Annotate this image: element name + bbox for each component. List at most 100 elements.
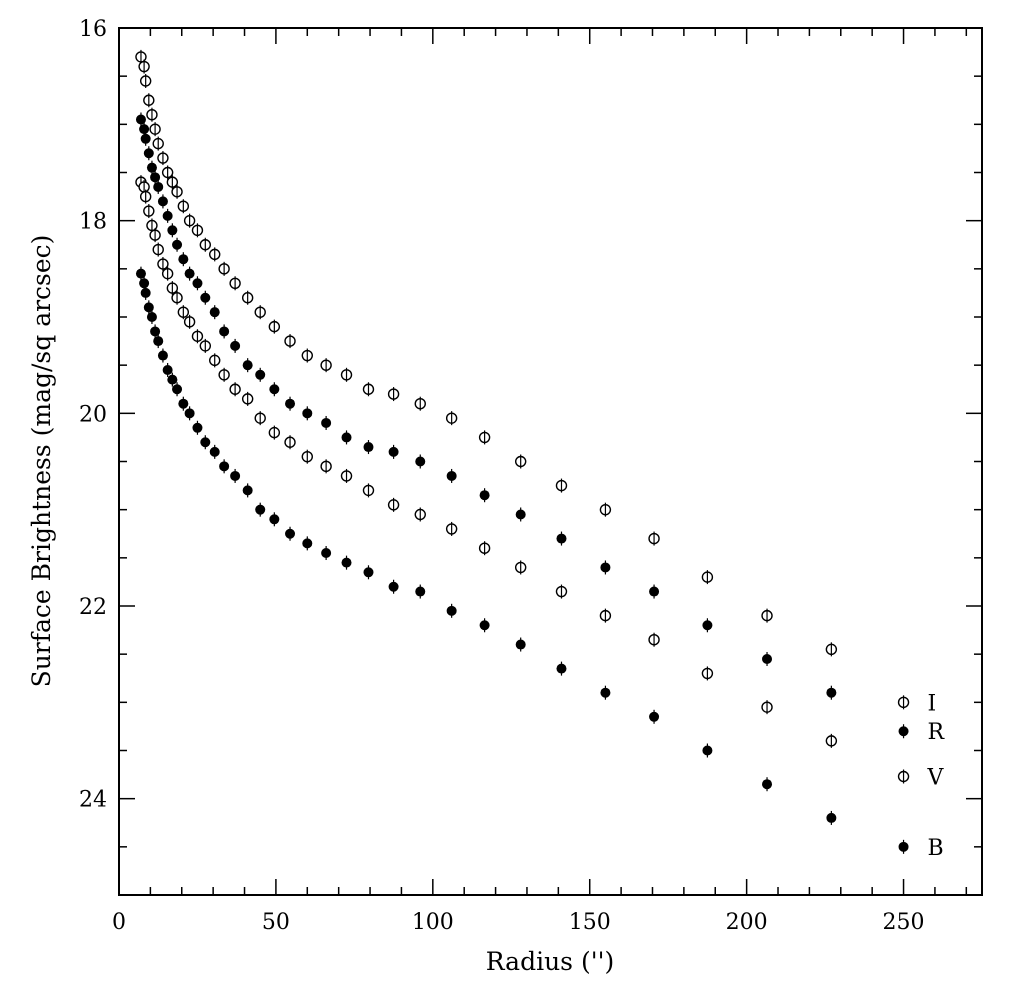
point-v (209, 353, 221, 368)
point-r (649, 584, 660, 599)
point-i (241, 290, 254, 305)
point-r (269, 382, 280, 397)
legend-item-r: R (898, 720, 946, 745)
point-v (362, 483, 375, 498)
point-r (702, 618, 713, 633)
point-b (702, 743, 713, 758)
point-i (146, 107, 158, 122)
point-i (599, 502, 612, 517)
point-r (388, 444, 399, 459)
point-v (166, 281, 179, 296)
point-r (172, 237, 183, 252)
point-i (157, 151, 169, 166)
point-r (341, 430, 352, 445)
point-r (242, 358, 253, 373)
point-i (229, 276, 241, 291)
point-r (157, 194, 168, 209)
point-i (362, 382, 375, 397)
legend-marker-r (898, 724, 909, 739)
point-b (162, 362, 173, 377)
point-b (143, 300, 154, 315)
legend-label-b: B (928, 836, 944, 861)
point-v (301, 449, 313, 464)
legend-item-i: I (897, 691, 936, 716)
point-i (387, 387, 400, 402)
point-r (153, 179, 164, 194)
point-v (514, 560, 527, 575)
point-i (152, 136, 164, 151)
point-i (183, 213, 196, 228)
point-i (191, 223, 204, 238)
point-r (143, 146, 154, 161)
point-b (556, 661, 567, 676)
x-tick-label: 0 (112, 910, 126, 935)
point-b (184, 406, 195, 421)
point-b (446, 603, 457, 618)
y-axis-label: Surface Brightness (mag/sq arcsec) (27, 235, 56, 688)
point-r (302, 406, 313, 421)
point-b (140, 285, 151, 300)
point-r (192, 276, 203, 291)
point-r (167, 223, 178, 238)
point-b (230, 468, 241, 483)
point-v (241, 391, 254, 406)
point-b (649, 709, 660, 724)
point-b (285, 526, 296, 541)
point-b (192, 420, 203, 435)
point-b (242, 483, 253, 498)
point-i (414, 396, 426, 411)
point-v (152, 242, 164, 257)
point-b (479, 618, 490, 633)
point-v (229, 382, 241, 397)
point-i (138, 59, 150, 74)
point-b (139, 276, 150, 291)
point-i (199, 237, 212, 252)
y-tick-label: 20 (79, 402, 107, 427)
legend: IRV B (897, 691, 946, 861)
plot-frame (118, 27, 983, 896)
legend-marker-b (898, 839, 909, 854)
point-v (218, 367, 230, 382)
legend-label-v: V (927, 766, 945, 791)
point-b (209, 444, 220, 459)
point-v (340, 468, 353, 483)
point-i (139, 73, 152, 88)
point-i (135, 49, 147, 64)
point-i (825, 642, 838, 657)
point-r (184, 266, 195, 281)
data-points (135, 49, 838, 825)
point-i (209, 247, 221, 262)
y-tick-label: 16 (79, 17, 107, 42)
point-i (149, 122, 161, 137)
point-v (157, 257, 169, 272)
series-b (135, 266, 837, 825)
point-r (139, 122, 150, 137)
point-r (178, 252, 189, 267)
point-i (340, 367, 353, 382)
point-i (284, 334, 296, 349)
point-b (219, 459, 230, 474)
point-i (761, 608, 773, 623)
point-b (600, 685, 611, 700)
point-r (200, 290, 211, 305)
y-tick-label: 18 (79, 210, 107, 235)
point-v (171, 290, 183, 305)
point-v (414, 507, 426, 522)
point-r (600, 560, 611, 575)
point-i (218, 261, 230, 276)
point-i (320, 358, 332, 373)
point-b (146, 310, 157, 324)
point-r (415, 454, 426, 469)
point-v (478, 541, 491, 556)
x-tick-label: 200 (726, 910, 768, 935)
point-r (446, 468, 457, 483)
point-v (555, 584, 568, 599)
point-i (701, 570, 714, 585)
point-r (219, 324, 230, 339)
point-v (254, 411, 266, 426)
point-v (149, 228, 161, 243)
point-v (268, 425, 281, 440)
point-r (515, 507, 526, 522)
point-r (146, 160, 157, 175)
